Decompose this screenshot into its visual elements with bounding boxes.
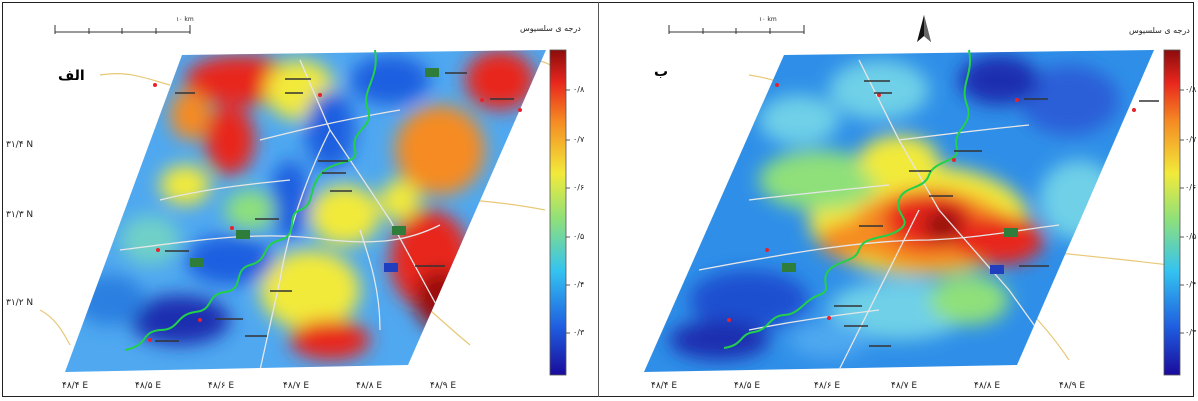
map-panel-b-svg [644, 15, 1184, 376]
legend-ticks-a [566, 89, 570, 334]
scale-label-b: ۱۰ km [759, 16, 777, 23]
legend-ticks-b [1180, 89, 1184, 334]
map-panel-a-svg [39, 25, 570, 376]
lon-label: ۴۸/۸ E [974, 381, 1001, 391]
heatmap-a [65, 50, 546, 372]
highway-signs-a [190, 68, 439, 272]
north-arrow-icon [917, 15, 931, 42]
lon-label: ۴۸/۸ E [356, 381, 383, 391]
legend-tick-label: ۰/۷ [573, 135, 585, 144]
legend-bar-a [549, 49, 567, 376]
lat-label: ۳۱/۲ N [6, 298, 34, 308]
legend-tick-label: ۰/۸ [1185, 85, 1197, 94]
lon-label: ۴۸/۵ E [135, 381, 162, 391]
legend-tick-label: ۰/۴ [573, 280, 585, 289]
lat-label: ۳۱/۴ N [6, 140, 34, 150]
city-markers-a [148, 83, 522, 342]
lon-label: ۴۸/۹ E [1059, 381, 1086, 391]
lon-label: ۴۸/۹ E [430, 381, 457, 391]
legend-tick-label: ۰/۸ [573, 85, 585, 94]
place-labels-b [834, 80, 1159, 347]
legend-bar-b [1163, 49, 1181, 376]
legend-title-a: درجه ی سلسیوس [520, 24, 581, 33]
map-panel-b: ب درجه ی سلسیوس ۱۰ km ۰/۸ ۰/۷ ۰/۶ ۰/۵ ۰/… [599, 0, 1198, 401]
legend-tick-label: ۰/۳ [1185, 328, 1197, 337]
map-panel-a: الف درجه ی سلسیوس ۱۰ km ۰/۸ ۰/۷ ۰/۶ ۰/۵ … [0, 0, 598, 401]
lon-label: ۴۸/۴ E [651, 381, 678, 391]
legend-title-b: درجه ی سلسیوس [1129, 26, 1190, 35]
legend-tick-label: ۰/۶ [573, 183, 585, 192]
lon-label: ۴۸/۶ E [208, 381, 235, 391]
lat-label: ۳۱/۳ N [6, 210, 34, 220]
roads-a [119, 59, 451, 371]
lon-label: ۴۸/۶ E [814, 381, 841, 391]
legend-tick-label: ۰/۷ [1185, 135, 1197, 144]
scale-bar-a [54, 25, 191, 34]
legend-tick-label: ۰/۳ [573, 328, 585, 337]
legend-tick-label: ۰/۴ [1185, 280, 1197, 289]
karun-river-a [124, 49, 377, 351]
lon-label: ۴۸/۷ E [283, 381, 310, 391]
panel-label-a: الف [58, 68, 85, 84]
lon-label: ۴۸/۷ E [891, 381, 918, 391]
lon-label: ۴۸/۴ E [62, 381, 89, 391]
scale-label-a: ۱۰ km [176, 16, 194, 23]
panel-divider [598, 2, 599, 397]
panel-label-b: ب [654, 64, 669, 80]
scale-bar-b [668, 25, 805, 34]
place-labels-a [155, 72, 514, 342]
highway-signs-b [782, 228, 1018, 274]
legend-tick-label: ۰/۵ [573, 232, 585, 241]
lon-label: ۴۸/۵ E [734, 381, 761, 391]
legend-tick-label: ۰/۵ [1185, 232, 1197, 241]
karun-river-b [723, 49, 971, 349]
legend-tick-label: ۰/۶ [1185, 183, 1197, 192]
